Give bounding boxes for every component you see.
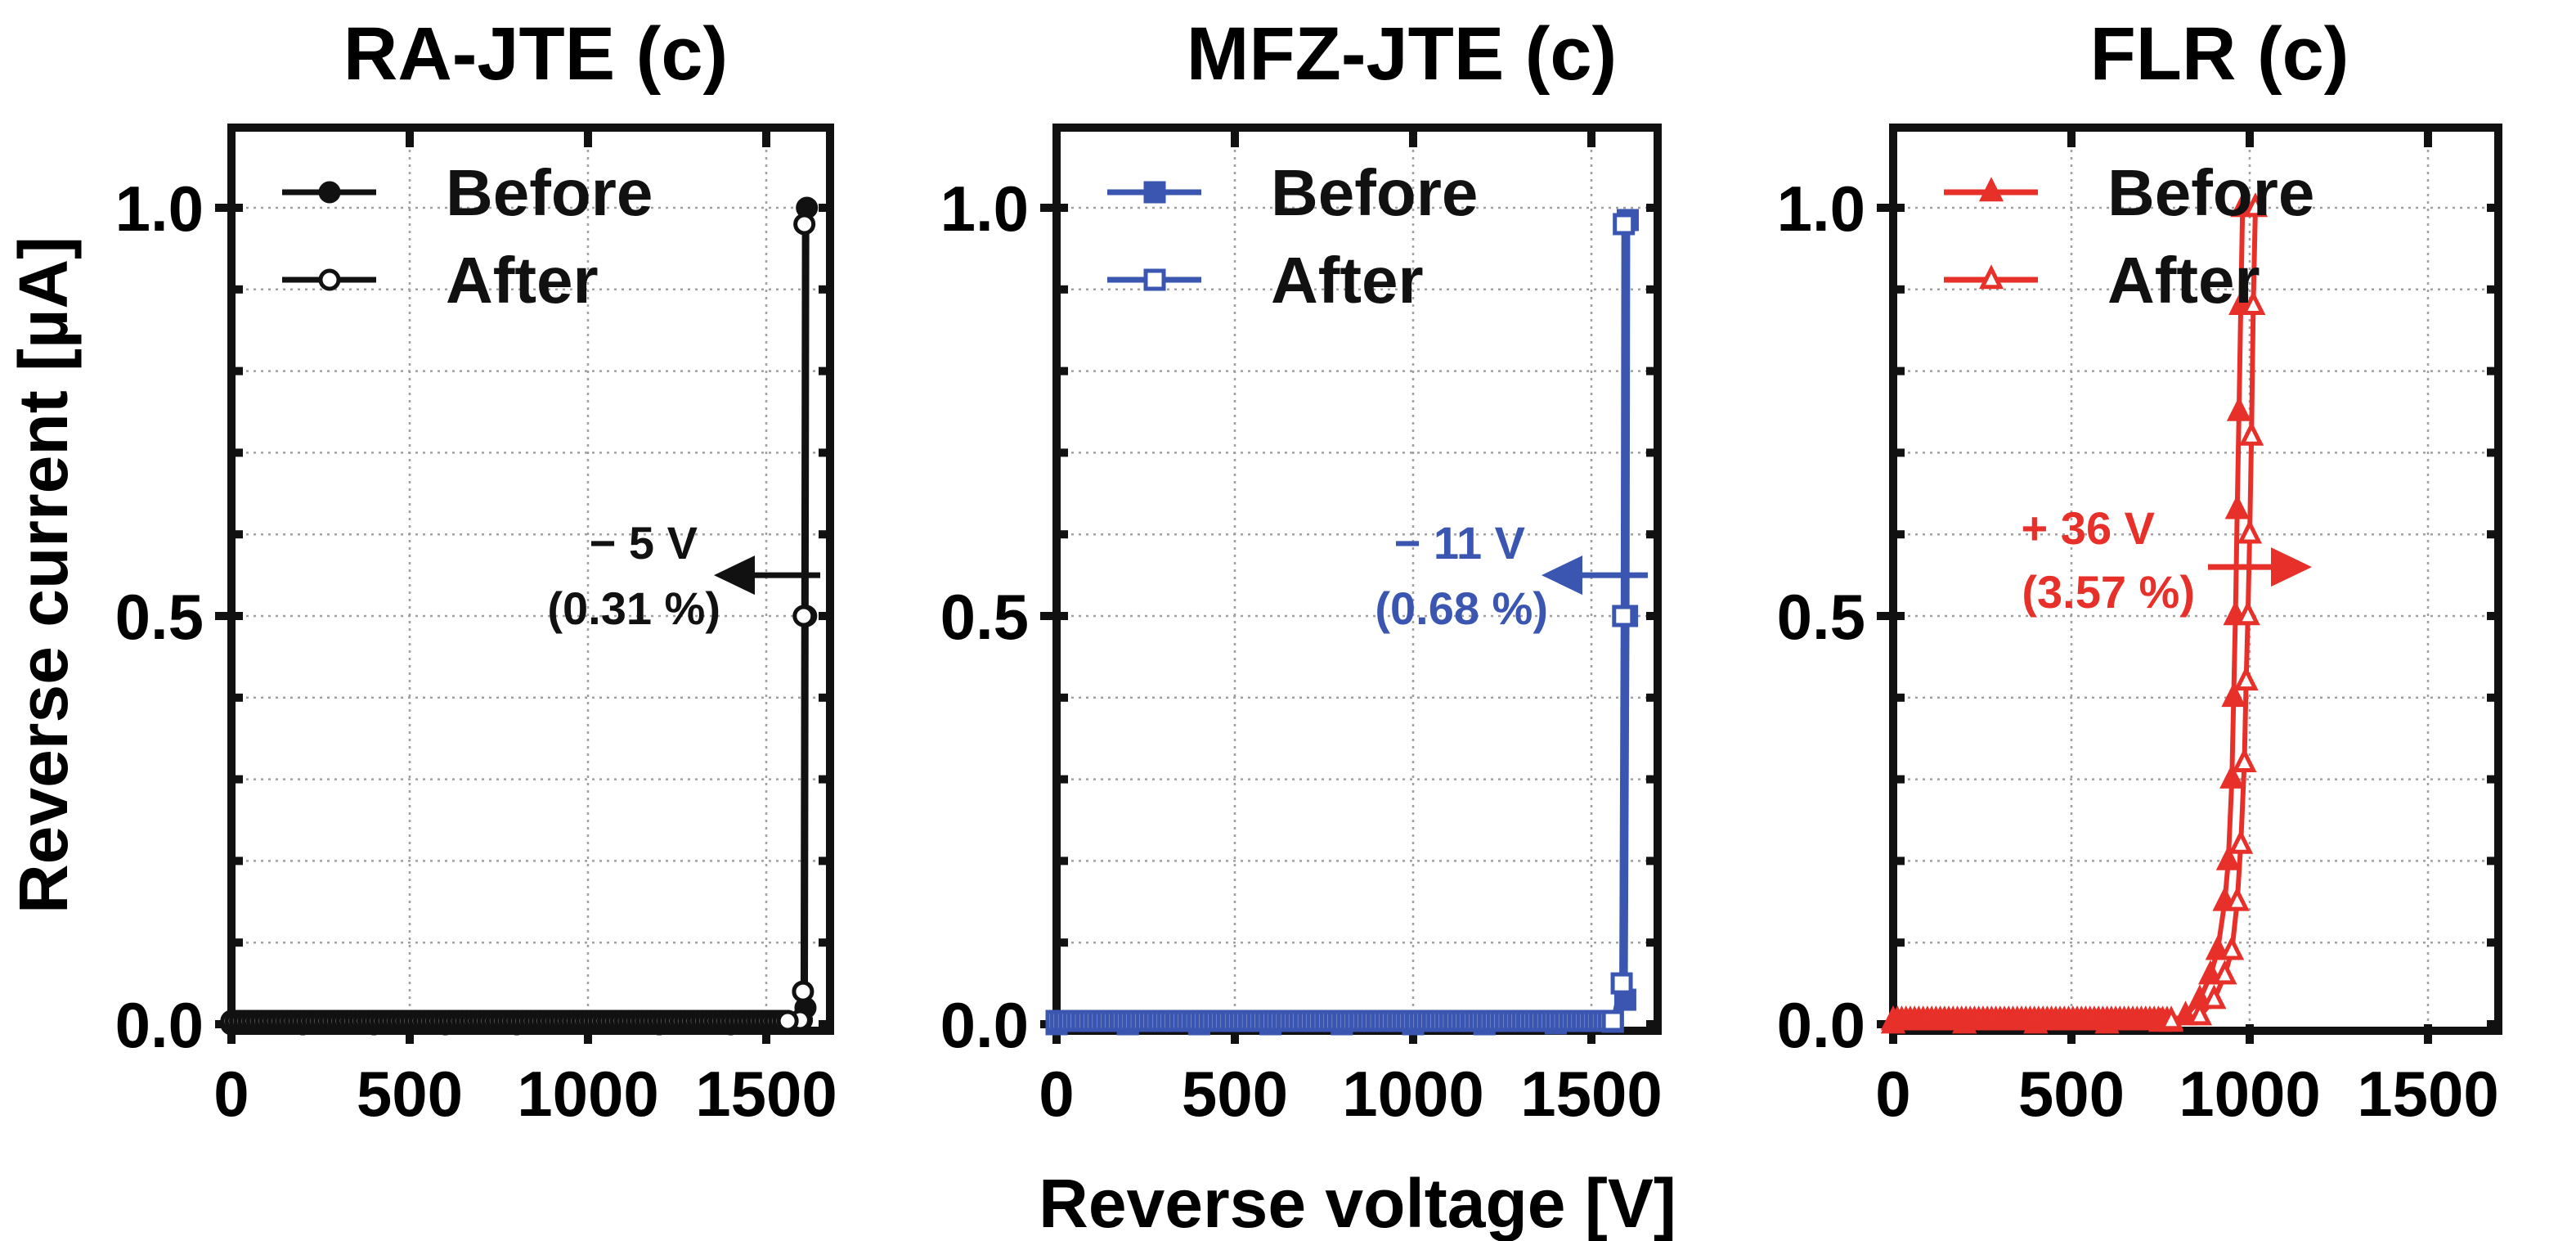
x-tick-label: 500 [357,1058,463,1130]
x-tick-label: 1000 [2179,1058,2321,1130]
series-markers-before [1045,209,1639,1036]
y-axis-label: Reverse current [µA] [5,236,82,914]
data-point [1610,972,1633,995]
x-tick-label: 1500 [2357,1058,2499,1130]
annotation-percent: (0.68 %) [1375,582,1548,634]
data-point [2219,935,2245,960]
data-point [2197,960,2224,985]
x-tick-label: 1500 [1520,1058,1663,1130]
series-markers-after [220,213,816,1036]
data-point [2187,1000,2213,1026]
data-point [2224,886,2250,911]
panel-mfz-jte: MFZ-JTE (c) 0.0 0.5 1.0 0 500 1000 1500 Before A… [940,12,1663,1130]
legend-label-after: After [2107,244,2260,317]
data-point [2212,960,2237,985]
y-tick-label: 0.0 [115,989,204,1061]
data-point [2159,1005,2184,1031]
shift-annotation: − 11 V (0.68 %) [1375,517,1648,634]
y-tick-label: 1.0 [940,173,1029,245]
x-tick-label: 1000 [1342,1058,1484,1130]
data-point [1612,605,1635,627]
annotation-voltage: + 36 V [2022,502,2155,554]
data-point [2201,984,2227,1009]
legend-label-after: After [446,244,599,317]
y-tick-label: 0.0 [940,989,1029,1061]
legend-marker-after [318,268,341,291]
data-point [2241,290,2266,316]
data-point [776,1009,799,1032]
y-tick-label: 1.0 [115,173,204,245]
annotation-voltage: − 11 V [1394,517,1525,569]
y-tick-label: 0.5 [1777,581,1865,653]
data-point [2237,519,2263,544]
panel-title: MFZ-JTE (c) [1187,12,1617,96]
y-tick-label: 0.5 [115,581,204,653]
shift-annotation: − 5 V (0.31 %) [547,517,820,634]
x-tick-label: 1000 [517,1058,659,1130]
legend-marker-after [1978,264,2004,290]
legend-marker-before [1978,177,2004,202]
data-point [2215,845,2241,870]
legend-label-before: Before [1271,156,1478,229]
arrow-right-icon [2271,547,2312,587]
data-point [2235,600,2260,626]
data-point [793,213,816,236]
x-tick-label: 0 [213,1058,249,1130]
x-tick-label: 500 [2018,1058,2125,1130]
y-tick-label: 0.5 [940,581,1029,653]
series-markers-after [1045,213,1636,1036]
y-tick-label: 1.0 [1777,173,1865,245]
data-point [2219,763,2245,789]
arrow-left-icon [714,555,755,596]
legend-label-before: Before [446,156,653,229]
plot-frame [1889,124,2502,1035]
data-point [792,980,815,1003]
panel-title: RA-JTE (c) [343,12,728,96]
arrow-left-icon [1542,555,1582,596]
panel-ra-jte: RA-JTE (c) 0.0 0.5 1.0 0 500 1000 1500 Before Af… [115,12,837,1130]
x-tick-label: 1500 [695,1058,837,1130]
x-tick-label: 0 [1039,1058,1074,1130]
data-point [1613,213,1636,236]
data-point [2239,420,2264,446]
data-point [2242,192,2269,218]
legend-marker-before [318,181,341,204]
x-axis-label: Reverse voltage [V] [1039,1165,1676,1241]
annotation-percent: (3.57 %) [2022,566,2195,618]
data-point [2205,935,2230,960]
legend-label-after: After [1271,244,1424,317]
legend-label-before: Before [2107,156,2314,229]
data-point [2226,396,2251,421]
y-tick-label: 0.0 [1777,989,1865,1061]
panel-flr: FLR (c) 0.0 0.5 1.0 0 500 1000 1500 Before After… [1777,12,2502,1130]
data-point [2233,666,2259,691]
annotation-voltage: − 5 V [590,517,698,569]
shift-annotation: + 36 V (3.57 %) [2022,502,2312,618]
data-point [1601,1009,1624,1032]
panel-title: FLR (c) [2090,12,2349,96]
data-point [2221,682,2246,708]
series-markers-after [1880,192,2269,1034]
data-point [2228,829,2254,854]
data-point [792,605,815,627]
legend-marker-before [1143,181,1166,204]
x-tick-label: 0 [1875,1058,1910,1130]
data-point [2232,747,2257,772]
legend-marker-after [1143,268,1166,291]
x-tick-label: 500 [1182,1058,1288,1130]
data-point [2224,494,2250,519]
annotation-percent: (0.31 %) [547,582,720,634]
